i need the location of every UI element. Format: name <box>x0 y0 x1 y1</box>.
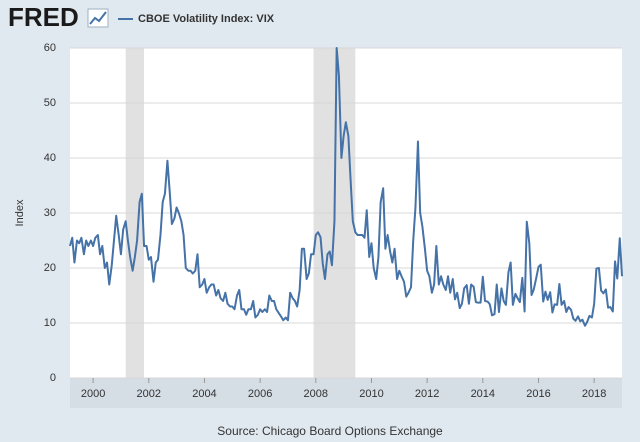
x-tick-label: 2000 <box>81 388 105 400</box>
x-tick-label: 2014 <box>471 388 495 400</box>
y-tick-label: 60 <box>44 42 56 54</box>
y-tick-label: 20 <box>44 262 56 274</box>
y-tick-label: 50 <box>44 97 56 109</box>
x-tick-label: 2002 <box>137 388 161 400</box>
legend-label: CBOE Volatility Index: VIX <box>138 13 275 25</box>
y-tick-label: 40 <box>44 152 56 164</box>
x-tick-label: 2010 <box>359 388 383 400</box>
x-axis-strip <box>70 378 622 408</box>
x-tick-label: 2018 <box>582 388 606 400</box>
series-line <box>69 47 623 327</box>
x-tick-label: 2004 <box>192 388 216 400</box>
y-tick-label: 30 <box>44 207 56 219</box>
logo-icon <box>87 8 109 28</box>
y-tick-label: 0 <box>50 372 56 384</box>
x-tick-label: 2008 <box>304 388 328 400</box>
logo: FRED <box>8 2 79 32</box>
x-tick-label: 2006 <box>248 388 272 400</box>
y-axis-label: Index <box>14 199 26 226</box>
x-tick-label: 2016 <box>526 388 550 400</box>
source-note: Source: Chicago Board Options Exchange <box>217 424 443 438</box>
x-tick-label: 2012 <box>415 388 439 400</box>
y-tick-label: 10 <box>44 317 56 329</box>
